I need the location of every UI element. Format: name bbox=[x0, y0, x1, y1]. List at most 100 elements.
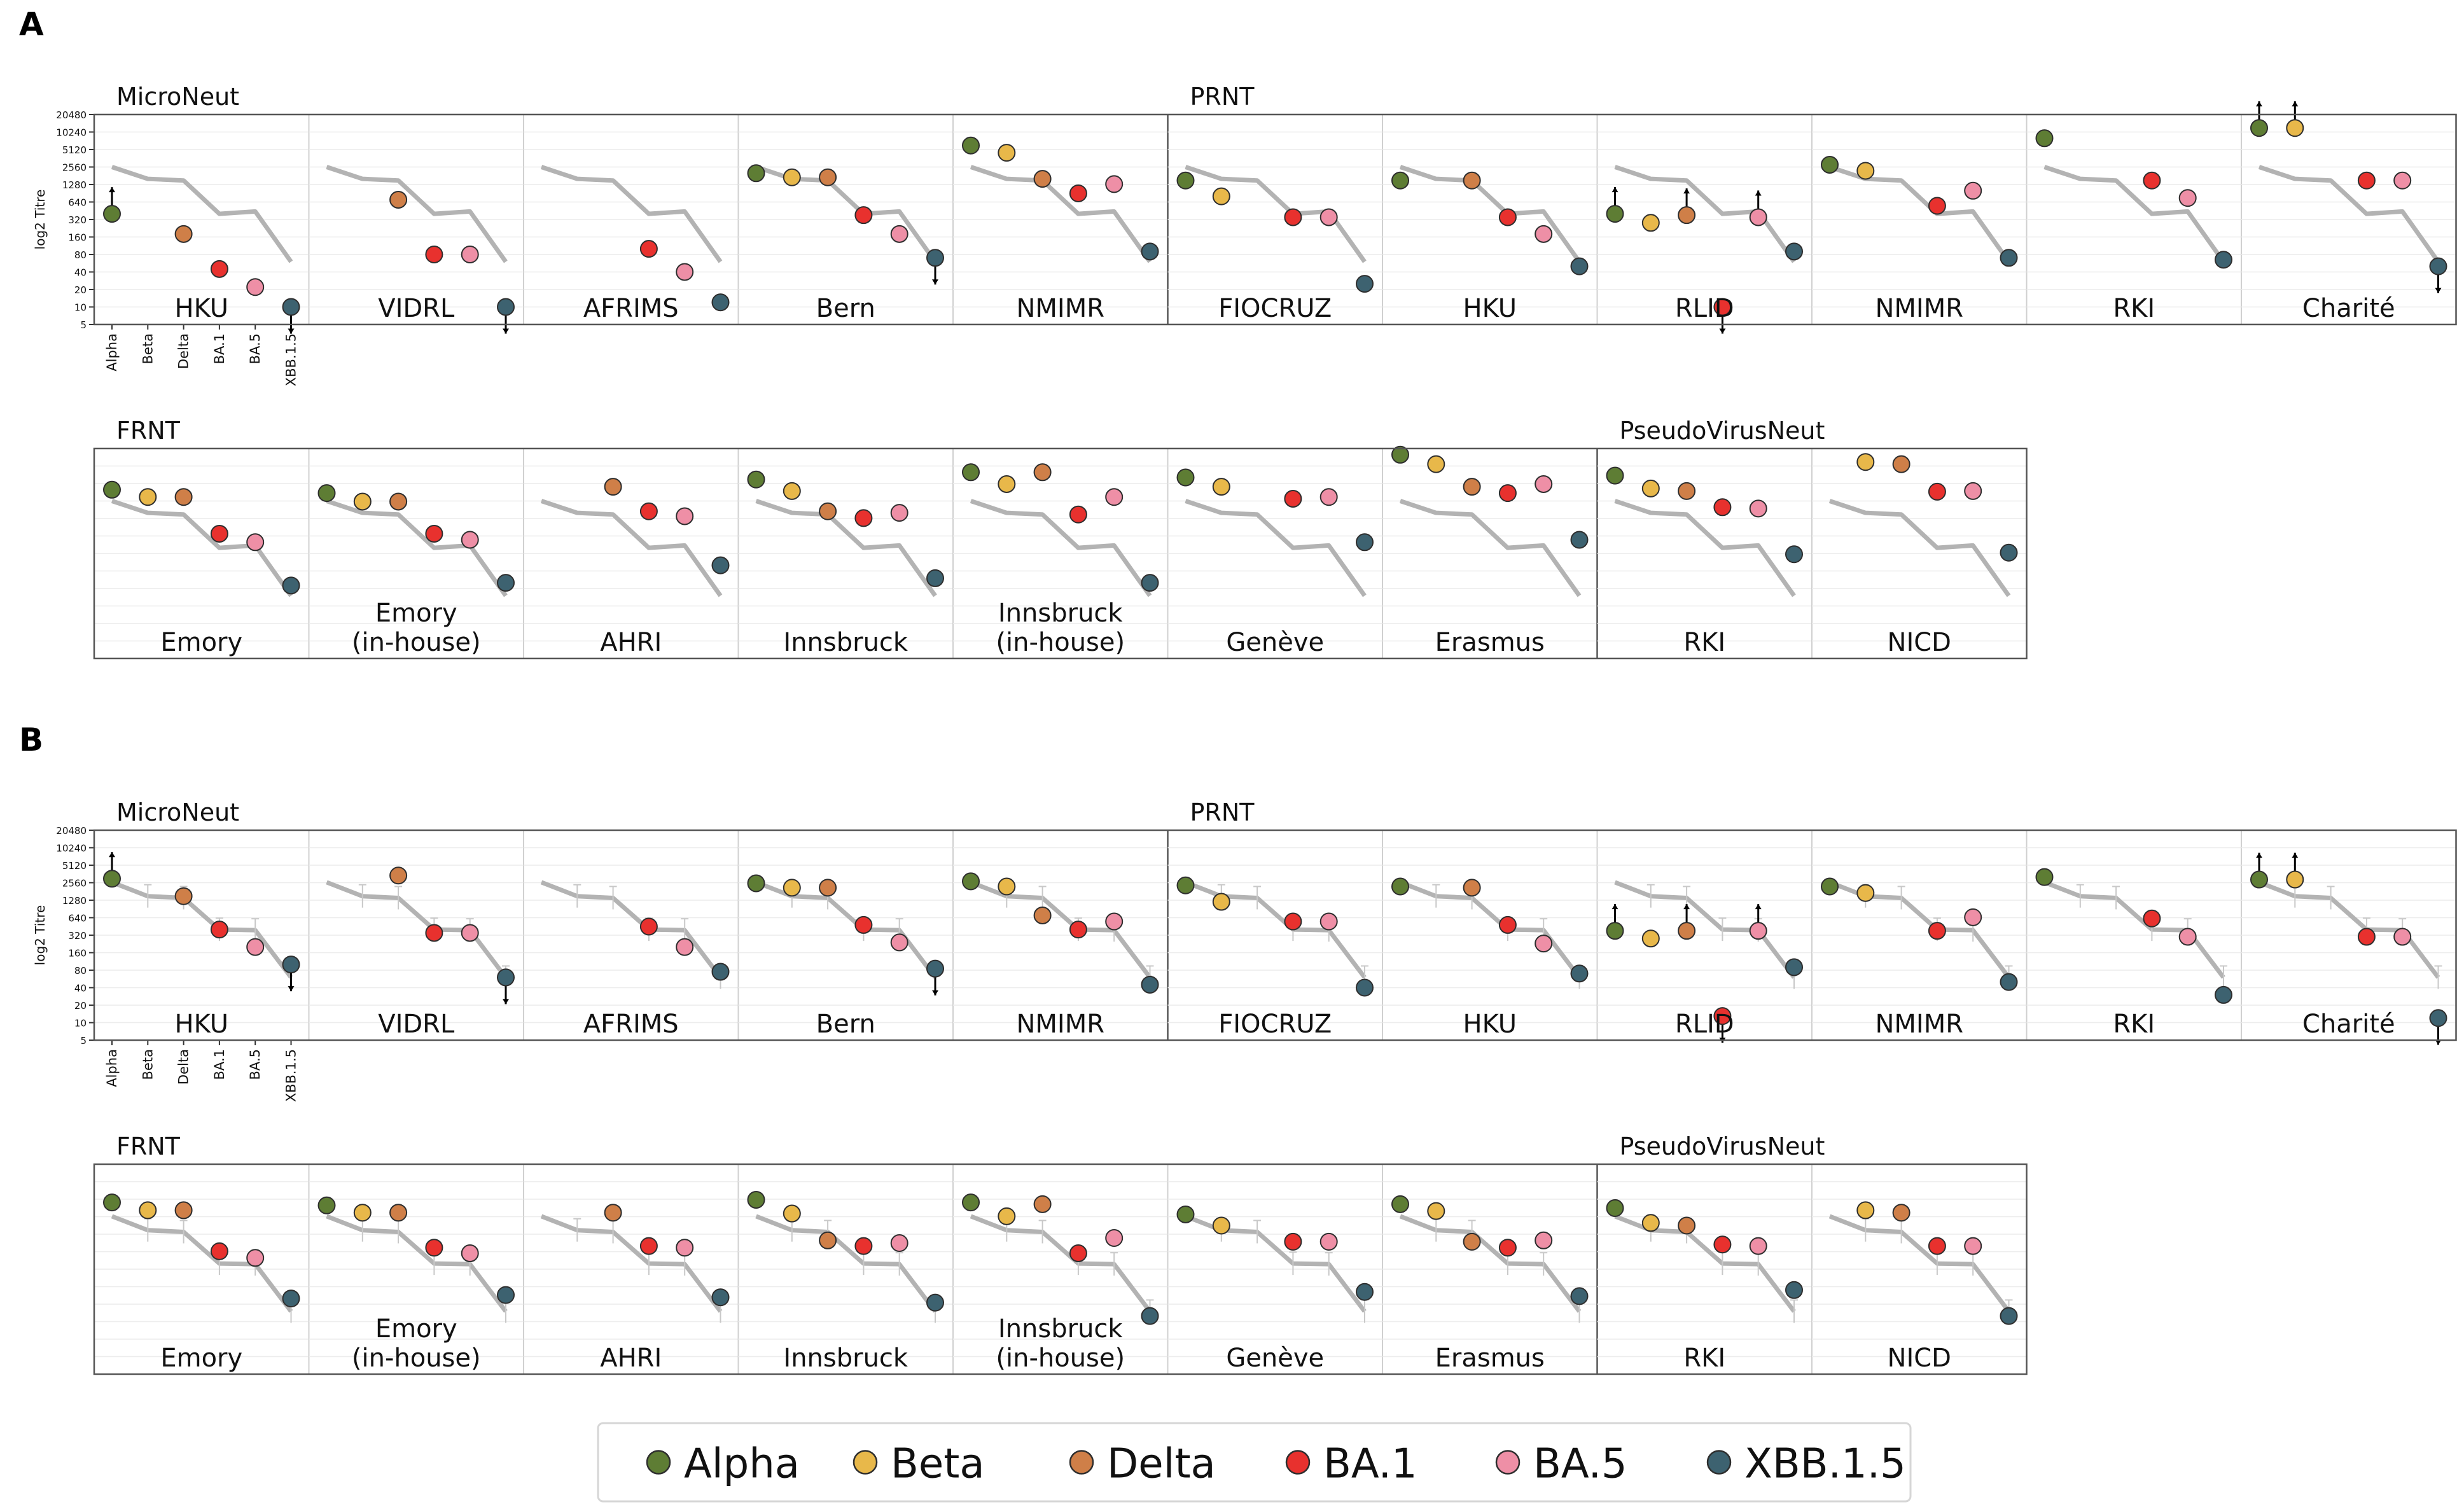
panels-layer: A MicroNeut PRNT 5 10 20 40 80 160 320 640 1280 2560… bbox=[19, 6, 2457, 1375]
data-point-beta bbox=[139, 1201, 157, 1220]
row-frame bbox=[93, 447, 2028, 660]
censor-arrowhead bbox=[1611, 904, 1618, 910]
censor-arrowhead bbox=[1755, 904, 1762, 910]
data-point-xbb15 bbox=[1141, 975, 1159, 994]
lab-label: Innsbruck bbox=[783, 628, 908, 657]
data-point-xbb15 bbox=[1570, 531, 1589, 549]
assay-header: PRNT bbox=[1190, 83, 1255, 111]
y-tick-label: 5120 bbox=[62, 144, 87, 156]
legend-label: BA.1 bbox=[1323, 1441, 1417, 1488]
data-point-ba5 bbox=[2393, 928, 2412, 946]
data-point-ba1 bbox=[425, 924, 443, 942]
data-point-xbb15 bbox=[1570, 1287, 1589, 1305]
data-point-delta bbox=[389, 1204, 408, 1222]
y-tick-label: 20480 bbox=[56, 109, 87, 121]
mean-titre-line bbox=[755, 499, 937, 597]
assay-header: MicroNeut bbox=[116, 83, 239, 111]
data-point-beta bbox=[998, 1207, 1016, 1225]
row-frame bbox=[93, 113, 2457, 326]
data-point-beta bbox=[998, 144, 1016, 162]
data-point-delta bbox=[1678, 1216, 1696, 1235]
data-point-ba5 bbox=[890, 933, 908, 952]
y-tick-label: 2560 bbox=[62, 162, 87, 174]
mean-titre-line bbox=[1185, 1214, 1367, 1313]
data-point-alpha bbox=[1606, 205, 1624, 223]
data-point-xbb15 bbox=[497, 574, 515, 592]
data-point-xbb15 bbox=[711, 963, 730, 981]
censor-arrowhead bbox=[2292, 101, 2299, 107]
lab-label: Bern bbox=[816, 294, 875, 323]
mean-titre-line bbox=[1614, 880, 1796, 979]
lab-label: AHRI bbox=[600, 628, 662, 657]
data-point-ba1 bbox=[1928, 197, 1946, 215]
data-point-ba1 bbox=[1069, 505, 1087, 524]
data-point-xbb15 bbox=[1356, 978, 1374, 997]
data-point-beta bbox=[2286, 870, 2304, 889]
subplot: RKI bbox=[2026, 114, 2242, 325]
subplot: NMIMR bbox=[1812, 830, 2028, 1041]
data-point-ba1 bbox=[1284, 912, 1302, 931]
mean-titre-line bbox=[2258, 165, 2440, 263]
lab-label: AFRIMS bbox=[583, 294, 679, 323]
data-point-delta bbox=[1892, 1204, 1911, 1222]
data-point-beta bbox=[353, 1204, 372, 1222]
data-point-ba5 bbox=[461, 246, 479, 263]
row-frame bbox=[93, 1163, 2028, 1375]
mean-titre-line bbox=[755, 880, 937, 979]
lab-label: RLID bbox=[1675, 294, 1734, 323]
data-point-xbb15 bbox=[1785, 958, 1803, 977]
data-point-ba1 bbox=[1928, 922, 1946, 940]
mean-titre-line bbox=[1828, 880, 2011, 979]
data-point-ba5 bbox=[1105, 912, 1124, 931]
x-tick-label: Beta bbox=[140, 1049, 155, 1080]
data-point-beta bbox=[1641, 929, 1660, 948]
legend-marker bbox=[853, 1450, 878, 1475]
subplot-row: MicroNeut PRNT510204080160320640128025605… bbox=[32, 798, 2457, 1102]
subplot: VIDRL bbox=[309, 114, 524, 334]
data-point-ba1 bbox=[1498, 484, 1517, 503]
lab-label: (in-house) bbox=[352, 628, 481, 657]
mean-titre-line bbox=[970, 165, 1152, 263]
legend-marker bbox=[1495, 1450, 1521, 1475]
data-point-xbb15 bbox=[282, 1290, 300, 1308]
lab-label: Emory bbox=[375, 599, 457, 628]
data-point-ba5 bbox=[1964, 908, 1982, 926]
data-point-xbb15 bbox=[1141, 242, 1159, 261]
data-point-ba1 bbox=[1069, 1244, 1087, 1263]
data-point-beta bbox=[1212, 1216, 1230, 1235]
data-point-alpha bbox=[2035, 868, 2054, 886]
y-tick-label: 1280 bbox=[62, 895, 87, 907]
lab-label: Innsbruck bbox=[998, 1314, 1124, 1344]
censor-arrowhead bbox=[1683, 904, 1690, 910]
data-point-ba1 bbox=[1284, 208, 1302, 226]
data-point-ba5 bbox=[1535, 475, 1553, 493]
data-point-ba1 bbox=[639, 240, 658, 258]
data-point-ba1 bbox=[854, 509, 873, 527]
x-tick-label: Delta bbox=[176, 1049, 191, 1085]
censor-arrowhead bbox=[1755, 190, 1762, 196]
lab-label: Genève bbox=[1226, 628, 1324, 657]
subplot: Emory(in-house) bbox=[309, 448, 524, 659]
mean-titre-line bbox=[111, 499, 293, 597]
data-point-ba5 bbox=[1319, 1232, 1338, 1251]
data-point-xbb15 bbox=[711, 556, 730, 574]
data-point-alpha bbox=[103, 205, 121, 223]
data-point-ba1 bbox=[854, 915, 873, 934]
data-point-ba5 bbox=[1105, 488, 1124, 506]
y-axis-label: log2 Titre bbox=[32, 905, 48, 966]
data-point-alpha bbox=[1821, 155, 1839, 174]
mean-titre-line bbox=[1399, 1214, 1582, 1313]
mean-titre-line bbox=[1185, 499, 1367, 597]
data-point-ba1 bbox=[2357, 928, 2376, 946]
data-point-xbb15 bbox=[1570, 257, 1589, 275]
subplot: Emory(in-house) bbox=[309, 1164, 524, 1375]
y-tick-label: 1280 bbox=[62, 179, 87, 191]
legend-marker bbox=[1706, 1450, 1732, 1475]
data-point-alpha bbox=[747, 1190, 765, 1209]
data-point-delta bbox=[389, 190, 408, 209]
subplot: NMIMR bbox=[953, 114, 1169, 325]
data-point-xbb15 bbox=[497, 968, 515, 987]
lab-label: NMIMR bbox=[1875, 294, 1963, 323]
data-point-xbb15 bbox=[1785, 242, 1803, 261]
data-point-delta bbox=[1033, 463, 1052, 482]
